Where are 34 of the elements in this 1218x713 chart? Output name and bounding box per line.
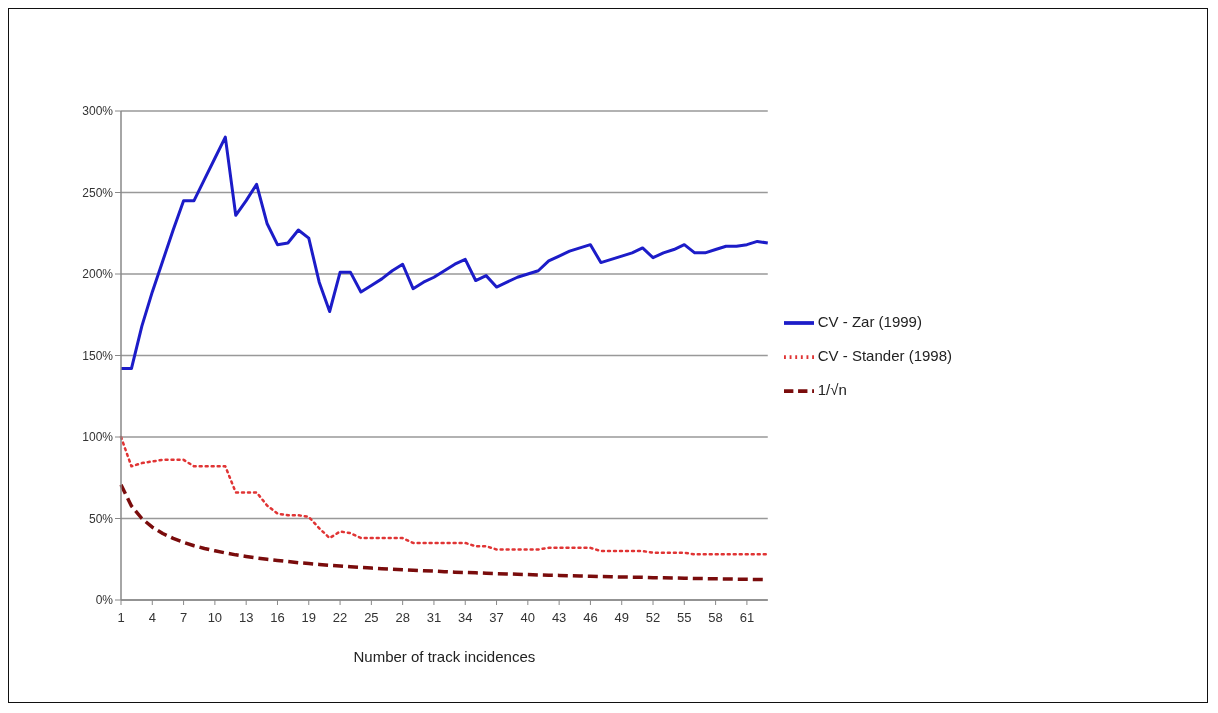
legend-label: CV - Zar (1999) [817,312,922,330]
x-tick-label: 31 [426,610,442,625]
y-tick-label: 300% [82,104,114,119]
y-tick-label: 250% [82,185,114,200]
x-tick-label: 28 [395,610,410,625]
y-tick-label: 0% [95,593,114,608]
x-tick-label: 19 [301,610,317,625]
x-tick-label: 46 [583,610,598,625]
x-tick-label: 7 [179,610,188,625]
x-tick-label: 52 [645,610,661,625]
x-tick-label: 40 [520,610,536,625]
legend-label: 1/√n [817,380,847,398]
x-tick-label: 1 [117,610,125,625]
y-tick-label: 200% [82,267,114,282]
x-tick-label: 61 [739,610,755,625]
x-tick-label: 49 [614,610,629,625]
x-tick-label: 16 [270,610,285,625]
x-tick-label: 4 [148,610,156,625]
y-tick-label: 100% [82,430,114,445]
x-tick-label: 25 [364,610,379,625]
x-tick-label: 10 [207,610,223,625]
x-tick-label: 22 [332,610,348,625]
x-tick-label: 43 [551,610,567,625]
x-tick-label: 58 [708,610,723,625]
line-series [119,435,770,556]
x-axis-title: Number of track incidences [353,648,536,665]
line-series [119,135,770,371]
x-tick-label: 13 [238,610,254,625]
y-tick-label: 150% [82,348,114,363]
y-tick-label: 50% [88,511,114,526]
legend-label: CV - Stander (1998) [817,346,952,364]
x-tick-label: 34 [458,610,473,625]
x-tick-label: 37 [489,610,504,625]
x-tick-label: 55 [677,610,692,625]
